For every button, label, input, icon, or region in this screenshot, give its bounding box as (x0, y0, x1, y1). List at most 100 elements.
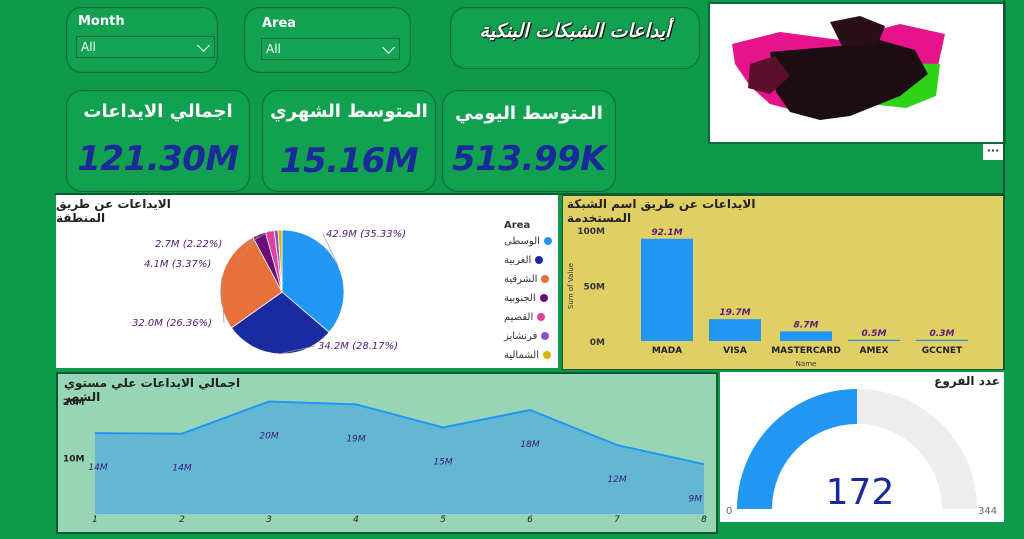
pie-data-label: 4.1M (3.37%) (144, 259, 211, 270)
area-data-label: 12M (607, 475, 626, 485)
kpi-daily-average-value: 513.99K (451, 139, 607, 179)
pie-leader-line (279, 345, 316, 355)
bar-x-tick-label: GCCNET (922, 346, 963, 356)
kpi-total-deposits-title: اجمالي الايداعات (83, 101, 233, 122)
bar-x-axis-title: Name (796, 360, 817, 368)
bar-y-tick-label: 0M (590, 338, 605, 348)
redacted-logo-image (732, 16, 945, 120)
legend-color-dot (535, 256, 544, 264)
area-slicer: Area All (244, 7, 411, 73)
pie-legend-item[interactable]: الجنوبية (504, 293, 548, 304)
bar-data-label: 19.7M (719, 308, 750, 318)
kpi-card-monthly-average: المتوسط الشهري 15.16M (262, 90, 436, 192)
area-data-label: 18M (520, 440, 539, 450)
legend-color-dot (543, 237, 552, 245)
bar-y-axis-title: Sum of Value (567, 263, 575, 309)
more-options-button[interactable]: ··· (983, 144, 1003, 160)
pie-legend-item[interactable]: الغربية (504, 255, 544, 266)
area-line (94, 400, 705, 466)
area-x-tick-label: 5 (440, 515, 446, 525)
bar-x-tick-label: MASTERCARD (771, 346, 841, 356)
gauge-max-label: 344 (978, 506, 998, 517)
bar-data-label: 0.3M (930, 329, 955, 339)
area-x-tick-label: 3 (266, 515, 272, 525)
pie-legend-item[interactable]: الشمالية (504, 350, 551, 361)
kpi-total-deposits-value: 121.30M (77, 139, 239, 179)
bar (848, 339, 900, 341)
area-x-tick-label: 2 (179, 515, 185, 525)
pie-legend-label: القصيم (504, 312, 534, 323)
area-x-tick-label: 1 (92, 515, 98, 525)
area-fill (95, 401, 704, 514)
dashboard-title: أيداعات الشبكات البنكية (479, 20, 671, 42)
bar-chart-visual: الايداعات عن طريق اسم الشبكة المستخدمة 0… (562, 195, 1004, 370)
bar-chart-title: الايداعات عن طريق اسم الشبكة المستخدمة (567, 197, 756, 225)
bar (709, 319, 761, 341)
pie-legend-item[interactable]: فرنشايز (504, 331, 550, 342)
pie-legend-label: الوسطى (504, 236, 540, 247)
bar-data-label: 8.7M (794, 320, 819, 330)
pie-legend-label: الغربية (504, 255, 532, 266)
pie-leader-line (246, 230, 270, 245)
separator-line (1003, 0, 1005, 370)
gauge-value: 172 (825, 472, 895, 513)
pie-legend-label: الشرقية (504, 274, 538, 285)
gauge-title: عدد الفروع (934, 374, 1000, 388)
legend-color-dot (541, 332, 550, 340)
area-x-tick-label: 7 (614, 515, 620, 525)
pie-legend-title: Area (504, 220, 531, 231)
kpi-card-daily-average: المتوسط اليومي 513.99K (442, 90, 616, 192)
gauge-visual: عدد الفروع 172 0 344 (720, 372, 1004, 522)
pie-legend-item[interactable]: الوسطى (504, 236, 552, 247)
area-y-tick-label: 10M (63, 454, 85, 464)
area-dropdown-value: All (266, 42, 281, 56)
area-data-label: 14M (88, 463, 107, 473)
bar (916, 339, 968, 341)
area-data-label: 15M (433, 458, 452, 468)
gauge-min-label: 0 (726, 506, 733, 517)
pie-leader-line (221, 277, 225, 324)
separator-line (55, 193, 1005, 195)
pie-chart-visual: الايداعات عن طريق المنطقة 42.9M (35.33%)… (56, 195, 558, 368)
pie-chart-svg: 42.9M (35.33%) 34.2M (28.17%) 32.0M (26.36… (132, 229, 406, 355)
pie-legend-item[interactable]: الشرقية (504, 274, 550, 285)
area-chart-visual: اجمالي الايداعات علي مستوي الشهر 20M 10M 1… (56, 372, 718, 534)
bar-y-tick-label: 50M (584, 283, 606, 293)
bar-data-label: 92.1M (651, 228, 682, 238)
kpi-monthly-average-value: 15.16M (279, 141, 419, 181)
bar-x-tick-label: AMEX (859, 346, 888, 356)
area-data-label: 9M (689, 494, 703, 504)
bar-y-tick-label: 100M (577, 227, 605, 237)
pie-data-label: 42.9M (35.33%) (326, 229, 406, 240)
kpi-daily-average-title: المتوسط اليومي (455, 103, 603, 124)
pie-data-label: 2.7M (2.22%) (155, 239, 222, 250)
month-dropdown[interactable]: All (76, 36, 215, 58)
bar-chart-svg: 0M 50M 100M Sum of Value Name 92.1M MADA 19.7M V… (567, 227, 968, 368)
area-y-tick-label: 20M (63, 398, 85, 408)
kpi-card-total-deposits: اجمالي الايداعات 121.30M (66, 90, 250, 192)
logo-panel (708, 2, 1006, 144)
area-x-tick-label: 4 (353, 515, 359, 525)
area-x-tick-label: 8 (701, 515, 707, 525)
gauge-fill (737, 389, 857, 509)
dashboard-title-card: أيداعات الشبكات البنكية (450, 7, 700, 69)
pie-legend-label: الجنوبية (504, 293, 536, 304)
area-dropdown[interactable]: All (261, 38, 400, 60)
pie-legend-item[interactable]: القصيم (504, 312, 546, 323)
bar (641, 238, 693, 341)
bar (780, 331, 832, 341)
area-slicer-label: Area (262, 16, 297, 31)
month-dropdown-value: All (81, 40, 96, 54)
legend-color-dot (539, 294, 548, 302)
bar-x-tick-label: MADA (652, 346, 682, 356)
pie-slice (277, 229, 283, 293)
pie-legend-label: فرنشايز (504, 331, 538, 342)
gauge-track (857, 389, 977, 509)
area-data-label: 19M (346, 434, 365, 444)
area-data-label: 20M (259, 432, 278, 442)
bar-x-tick-label: VISA (723, 346, 747, 356)
month-slicer: Month All (66, 7, 218, 73)
bar-data-label: 0.5M (862, 329, 887, 339)
month-slicer-label: Month (78, 14, 125, 29)
